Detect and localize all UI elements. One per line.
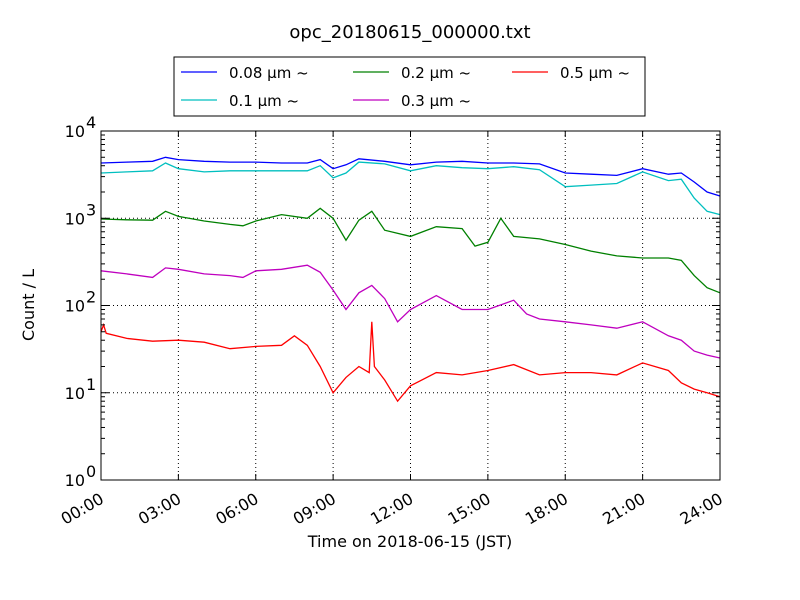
legend-box <box>173 56 646 117</box>
y-tick-label-base: 10 <box>65 384 85 403</box>
legend-label-3: 0.3 μm ~ <box>401 92 471 110</box>
y-tick-label-exponent: 1 <box>86 375 96 394</box>
series-line-3 <box>100 264 721 359</box>
legend: 0.08 μm ~ 0.1 μm ~ 0.2 μm ~ 0.3 μm ~ 0.5 μm … <box>173 56 646 117</box>
y-tick-label-base: 10 <box>65 471 85 490</box>
legend-label-4: 0.5 μm ~ <box>560 64 630 82</box>
y-tick-label-exponent: 3 <box>86 200 96 219</box>
chart-title: opc_20180615_000000.txt <box>289 22 530 43</box>
series-line-1 <box>100 161 721 216</box>
series-layer <box>100 156 721 403</box>
series-line-2 <box>100 207 721 294</box>
y-tick-label-exponent: 0 <box>86 462 96 481</box>
x-axis-label: Time on 2018-06-15 (JST) <box>307 532 512 551</box>
legend-label-1: 0.1 μm ~ <box>229 92 299 110</box>
legend-label-2: 0.2 μm ~ <box>401 64 471 82</box>
y-tick-label-exponent: 4 <box>86 113 96 132</box>
plot-area <box>100 130 721 481</box>
series-line-0 <box>100 156 721 197</box>
y-tick-label-base: 10 <box>65 209 85 228</box>
y-tick-label-exponent: 2 <box>86 288 96 307</box>
legend-label-0: 0.08 μm ~ <box>229 64 309 82</box>
y-axis-label: Count / L <box>19 269 38 341</box>
plot-background <box>101 131 720 480</box>
y-tick-label-base: 10 <box>65 122 85 141</box>
series-line-4 <box>100 321 721 403</box>
y-tick-label-base: 10 <box>65 297 85 316</box>
